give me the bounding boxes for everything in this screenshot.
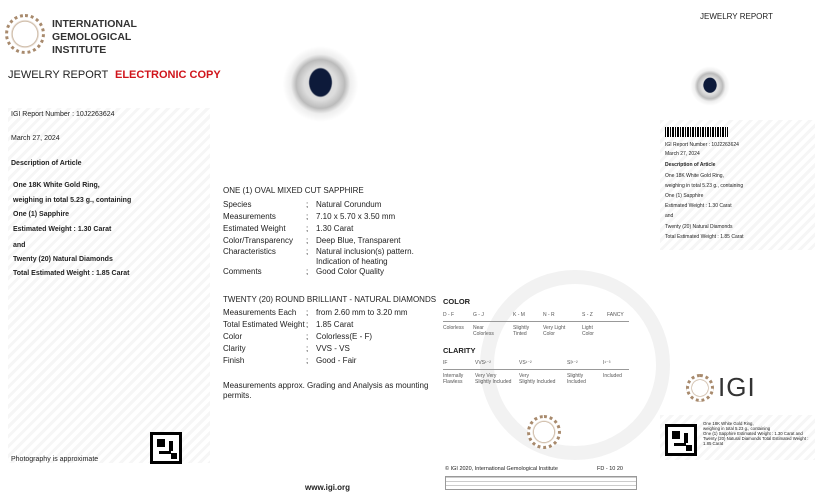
description-line: Twenty (20) Natural Diamonds	[13, 256, 113, 263]
igi-seal-logo	[5, 14, 45, 54]
description-line: and	[13, 242, 26, 249]
color-grade: FANCY	[607, 312, 624, 318]
clarity-grade: SI¹⁻²	[567, 360, 578, 366]
divider	[443, 321, 629, 322]
description-line: weighing in total 5.23 g., containing	[13, 197, 132, 204]
description-line: Total Estimated Weight : 1.85 Carat	[13, 270, 130, 277]
clarity-description: Slightly Included	[567, 373, 586, 385]
color-grade: N - R	[543, 312, 555, 318]
description-line: One (1) Sapphire	[13, 211, 70, 218]
barcode	[665, 127, 728, 137]
report-date: March 27, 2024	[11, 135, 60, 142]
right-description-line: One (1) Sapphire	[665, 193, 704, 199]
website-link[interactable]: www.igi.org	[305, 483, 351, 492]
right-description-title: Description of Article	[665, 162, 716, 168]
security-features-box	[445, 476, 637, 490]
right-description-line: Twenty (20) Natural Diamonds	[665, 224, 733, 230]
diamonds-title: TWENTY (20) ROUND BRILLIANT - NATURAL DI…	[223, 295, 437, 304]
org-name: INTERNATIONAL GEMOLOGICAL INSTITUTE	[52, 18, 137, 57]
color-description: Slightly Tinted	[513, 325, 530, 337]
org-line: GEMOLOGICAL	[52, 31, 132, 43]
color-description: Very Light Color	[543, 325, 566, 337]
right-description-line: Total Estimated Weight : 1.85 Carat	[665, 234, 744, 240]
ring-thumbnail	[690, 66, 730, 106]
ring-photo	[283, 45, 358, 123]
clarity-scale-title: CLARITY	[443, 346, 476, 355]
color-grade: S - Z	[582, 312, 593, 318]
org-line: INTERNATIONAL	[52, 18, 137, 30]
clarity-description: Very Very Slightly Included	[475, 373, 512, 385]
igi-logo-text: IGI	[718, 372, 756, 402]
divider	[443, 369, 629, 370]
report-title: JEWELRY REPORT	[8, 69, 109, 81]
copyright: © IGI 2020, International Gemological In…	[445, 466, 558, 472]
clarity-grade: I¹⁻³	[603, 360, 611, 366]
description-line: Estimated Weight : 1.30 Carat	[13, 226, 112, 233]
org-line: INSTITUTE	[52, 44, 107, 56]
qr-caption: One 18K White Gold Ring, weighing in tota…	[703, 421, 809, 446]
igi-seal-logo	[686, 374, 714, 402]
form-code: FD - 10 20	[597, 466, 623, 472]
color-grade: G - J	[473, 312, 484, 318]
color-grade: D - F	[443, 312, 455, 318]
igi-seal-logo	[527, 415, 561, 449]
color-description: Colorless	[443, 325, 464, 331]
right-report-date: March 27, 2024	[665, 151, 700, 157]
color-scale-title: COLOR	[443, 297, 471, 306]
measurement-note: Measurements approx. Grading and Analysi…	[223, 381, 429, 390]
sapphire-title: ONE (1) OVAL MIXED CUT SAPPHIRE	[223, 186, 364, 195]
qr-code[interactable]	[665, 424, 697, 456]
clarity-grade: IF	[443, 360, 448, 366]
description-title: Description of Article	[11, 160, 82, 167]
electronic-copy-label: ELECTRONIC COPY	[115, 69, 221, 81]
watermark-pattern	[660, 120, 815, 250]
right-description-line: and	[665, 213, 674, 219]
clarity-grade: VS¹⁻²	[519, 360, 532, 366]
watermark-pattern	[8, 108, 210, 463]
clarity-description: Internally Flawless	[443, 373, 464, 385]
description-line: One 18K White Gold Ring,	[13, 182, 100, 189]
clarity-description: Included	[603, 373, 622, 379]
clarity-description: Very Slightly Included	[519, 373, 556, 385]
right-description-line: weighing in total 5.23 g., containing	[665, 183, 744, 189]
color-grade: K - M	[513, 312, 525, 318]
report-number: IGI Report Number : 10J2263624	[11, 111, 115, 118]
measurement-note: permits.	[223, 391, 252, 400]
photo-note: Photography is approximate	[11, 456, 99, 463]
right-description-line: Estimated Weight : 1.30 Carat	[665, 203, 732, 209]
clarity-grade: VVS¹⁻²	[475, 360, 491, 366]
color-description: Light Color	[582, 325, 594, 337]
right-report-title: JEWELRY REPORT	[700, 12, 773, 21]
qr-code[interactable]	[150, 432, 182, 464]
right-description-line: One 18K White Gold Ring,	[665, 173, 724, 179]
color-description: Near Colorless	[473, 325, 494, 337]
right-report-number: IGI Report Number : 10J2263624	[665, 142, 739, 148]
